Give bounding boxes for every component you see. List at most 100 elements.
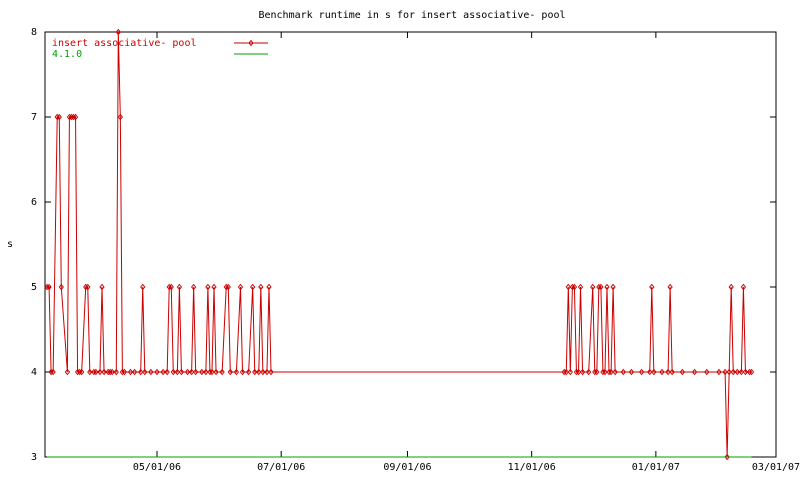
data-point (233, 368, 240, 376)
data-point (598, 283, 604, 291)
data-point (742, 368, 749, 376)
data-point (667, 283, 673, 291)
data-point (579, 368, 586, 376)
data-point (237, 283, 244, 291)
data-point (716, 368, 722, 376)
data-point (628, 368, 635, 376)
data-point (117, 113, 123, 121)
data-point (638, 368, 645, 376)
x-tick-label: 05/01/06 (133, 462, 181, 473)
data-point (651, 368, 657, 376)
data-point (571, 283, 578, 291)
data-point (250, 283, 256, 291)
data-point (109, 368, 115, 376)
data-point (565, 283, 571, 291)
data-point (168, 283, 174, 291)
data-point (563, 368, 569, 376)
data-point (669, 368, 675, 376)
data-point (64, 368, 71, 376)
legend-label: 4.1.0 (52, 49, 82, 60)
y-tick-label: 6 (31, 197, 37, 208)
data-point (154, 368, 160, 376)
x-tick-label: 01/01/07 (632, 462, 680, 473)
data-point (594, 368, 600, 376)
data-point (691, 368, 698, 376)
data-point (213, 368, 219, 376)
data-point (72, 113, 79, 121)
data-point (659, 368, 665, 376)
data-point (734, 368, 740, 376)
y-tick-label: 8 (31, 27, 37, 38)
data-point (188, 368, 195, 376)
x-tick-label: 03/01/07 (752, 462, 800, 473)
data-point (268, 368, 274, 376)
data-point (567, 368, 573, 376)
data-point (738, 368, 745, 376)
y-axis-label: s (7, 239, 13, 250)
data-point (170, 368, 176, 376)
y-tick-label: 3 (31, 452, 37, 463)
data-point (99, 283, 105, 291)
data-point (665, 368, 671, 376)
data-point (225, 283, 231, 291)
data-point (184, 368, 191, 376)
data-point (219, 368, 225, 376)
data-point (127, 368, 134, 376)
data-point (205, 283, 211, 291)
data-point (58, 283, 64, 291)
data-point (266, 283, 272, 291)
data-point (178, 368, 185, 376)
data-point (620, 368, 626, 376)
data-point (256, 368, 262, 376)
x-tick-label: 11/01/06 (508, 462, 556, 473)
data-point (264, 368, 270, 376)
x-tick-label: 09/01/06 (383, 462, 431, 473)
data-point (704, 368, 710, 376)
series-line (47, 31, 752, 458)
data-point (121, 368, 128, 376)
data-point (56, 113, 62, 121)
data-point (730, 368, 736, 376)
data-point (577, 283, 584, 291)
data-point (260, 368, 266, 376)
data-point (227, 368, 233, 376)
data-point (610, 283, 616, 291)
data-point (203, 368, 209, 376)
data-point (193, 368, 199, 376)
chart-title: Benchmark runtime in s for insert associ… (258, 10, 565, 21)
data-point (148, 368, 154, 376)
data-point (142, 368, 148, 376)
data-point (252, 368, 258, 376)
data-point (726, 368, 732, 376)
y-tick-label: 7 (31, 112, 37, 123)
data-point (590, 283, 596, 291)
data-point (87, 368, 93, 376)
legend-marker (248, 39, 254, 47)
data-point (239, 368, 246, 376)
data-point (174, 368, 180, 376)
data-point (258, 283, 264, 291)
plot-border (44, 31, 777, 458)
data-point (728, 283, 734, 291)
data-point (209, 368, 215, 376)
data-point (575, 368, 582, 376)
x-tick-label: 07/01/06 (257, 462, 305, 473)
data-point (608, 368, 614, 376)
data-point (160, 368, 166, 376)
data-point (113, 368, 119, 376)
data-point (740, 283, 747, 291)
data-point (748, 368, 755, 376)
data-point (724, 453, 730, 461)
data-point (176, 283, 183, 291)
data-point (199, 368, 205, 376)
data-point (50, 368, 56, 376)
data-point (647, 368, 653, 376)
data-point (131, 368, 138, 376)
data-point (245, 368, 252, 376)
data-point (138, 368, 144, 376)
data-point (79, 368, 85, 376)
data-point (164, 368, 170, 376)
data-point (97, 368, 103, 376)
data-point (602, 368, 608, 376)
data-point (115, 28, 121, 36)
